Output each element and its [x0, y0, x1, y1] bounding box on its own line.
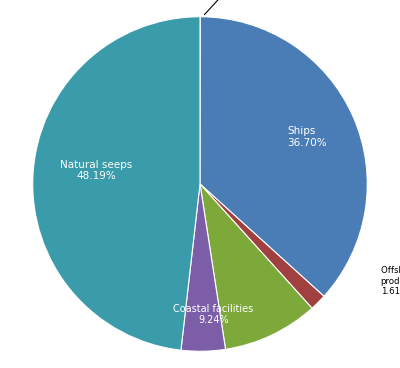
Wedge shape [200, 184, 324, 308]
Text: Coastal facilities
9.24%: Coastal facilities 9.24% [173, 304, 254, 325]
Text: Ships
36.70%: Ships 36.70% [287, 126, 327, 148]
Text: Offshore exploration and
production
1.61%: Offshore exploration and production 1.61… [381, 266, 400, 296]
Wedge shape [181, 184, 226, 351]
Wedge shape [200, 17, 367, 296]
Wedge shape [200, 184, 312, 349]
Text: Natural seeps
48.19%: Natural seeps 48.19% [60, 160, 132, 181]
Wedge shape [33, 17, 200, 350]
